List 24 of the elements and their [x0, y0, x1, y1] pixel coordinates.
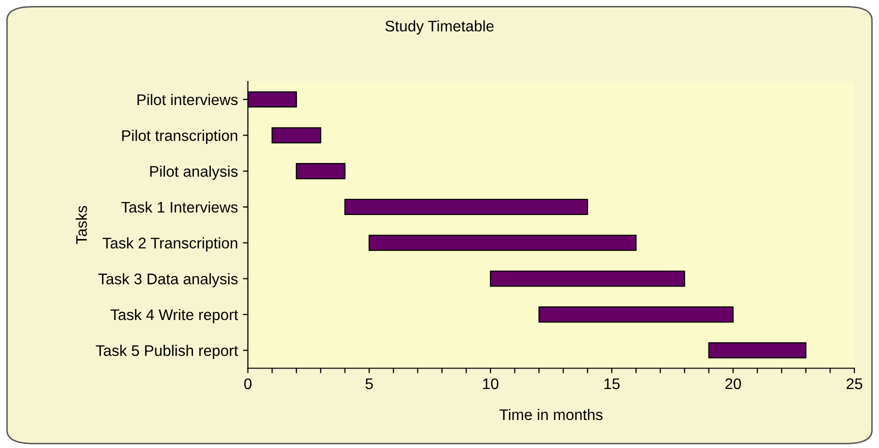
x-tick-label: 0: [244, 378, 252, 390]
x-tick-label: 5: [366, 378, 373, 390]
y-tick-label: Task 5 Publish report: [96, 344, 238, 360]
y-tick-label: Task 2 Transcription: [102, 237, 238, 252]
y-tick-label: Task 1 Interviews: [121, 201, 238, 213]
y-tick-label: Pilot interviews: [138, 94, 238, 106]
bar: [708, 342, 806, 358]
bar: [368, 234, 637, 251]
y-tick-label: Pilot transcription: [122, 130, 238, 144]
bar: [344, 198, 588, 216]
chart-title: Study Timetable: [385, 20, 494, 35]
bar: [272, 127, 322, 144]
y-tick-label: Task 3 Data analysis: [98, 273, 238, 288]
x-tick-label: 20: [725, 378, 741, 390]
x-tick-label: 10: [483, 378, 498, 390]
y-tick-label: Pilot analysis: [150, 166, 238, 180]
bar: [538, 306, 734, 323]
bar: [296, 163, 346, 180]
y-axis-title: Tasks: [76, 206, 87, 244]
y-tick-label: Task 4 Write report: [110, 308, 238, 324]
x-axis-title: Time in months: [500, 408, 603, 420]
x-tick-label: 25: [846, 378, 862, 390]
x-tick-label: 15: [604, 378, 620, 390]
bar: [490, 270, 686, 287]
